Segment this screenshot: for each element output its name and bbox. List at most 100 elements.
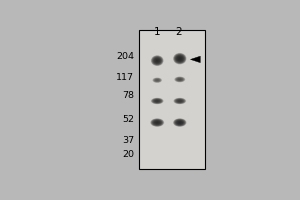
Text: 2: 2 xyxy=(175,27,181,37)
Text: 78: 78 xyxy=(122,91,134,100)
Ellipse shape xyxy=(154,78,161,82)
Ellipse shape xyxy=(152,78,162,83)
Ellipse shape xyxy=(152,98,163,104)
Ellipse shape xyxy=(177,121,182,124)
Ellipse shape xyxy=(153,78,161,83)
Ellipse shape xyxy=(176,99,184,103)
Ellipse shape xyxy=(154,79,160,82)
Ellipse shape xyxy=(154,58,161,64)
Ellipse shape xyxy=(152,119,163,126)
Ellipse shape xyxy=(177,56,183,61)
Ellipse shape xyxy=(154,99,160,103)
Ellipse shape xyxy=(173,98,186,104)
Ellipse shape xyxy=(174,77,185,82)
Ellipse shape xyxy=(175,98,185,104)
Ellipse shape xyxy=(174,119,185,126)
Ellipse shape xyxy=(151,119,164,127)
Ellipse shape xyxy=(154,120,161,125)
Ellipse shape xyxy=(175,77,184,82)
Ellipse shape xyxy=(176,78,183,81)
Ellipse shape xyxy=(176,78,183,81)
Ellipse shape xyxy=(175,119,185,126)
Ellipse shape xyxy=(153,57,162,64)
Ellipse shape xyxy=(151,98,164,104)
Ellipse shape xyxy=(152,98,163,104)
Ellipse shape xyxy=(173,53,186,64)
Ellipse shape xyxy=(154,58,160,63)
Ellipse shape xyxy=(176,120,183,125)
Ellipse shape xyxy=(176,77,184,81)
Ellipse shape xyxy=(177,99,183,103)
Ellipse shape xyxy=(153,120,162,125)
Ellipse shape xyxy=(174,119,185,126)
Ellipse shape xyxy=(175,77,184,82)
Ellipse shape xyxy=(152,56,163,66)
Ellipse shape xyxy=(173,53,187,64)
Ellipse shape xyxy=(174,98,186,104)
Ellipse shape xyxy=(152,120,162,126)
Ellipse shape xyxy=(152,119,163,126)
Ellipse shape xyxy=(153,120,161,125)
Ellipse shape xyxy=(177,56,182,61)
Ellipse shape xyxy=(176,99,183,103)
Ellipse shape xyxy=(174,54,185,64)
Ellipse shape xyxy=(154,99,161,103)
Ellipse shape xyxy=(155,58,160,63)
Ellipse shape xyxy=(154,100,160,102)
Text: 20: 20 xyxy=(122,150,134,159)
Ellipse shape xyxy=(173,119,186,127)
Ellipse shape xyxy=(152,98,162,104)
Ellipse shape xyxy=(152,56,163,65)
Ellipse shape xyxy=(175,99,184,103)
Ellipse shape xyxy=(174,98,185,104)
Ellipse shape xyxy=(174,53,186,64)
Ellipse shape xyxy=(153,99,161,103)
Ellipse shape xyxy=(174,54,185,63)
Ellipse shape xyxy=(154,121,160,124)
Text: 52: 52 xyxy=(122,115,134,124)
Ellipse shape xyxy=(152,57,162,65)
Ellipse shape xyxy=(175,77,185,82)
Ellipse shape xyxy=(153,99,162,103)
Ellipse shape xyxy=(175,99,184,103)
Ellipse shape xyxy=(152,99,162,103)
Ellipse shape xyxy=(153,57,161,64)
Ellipse shape xyxy=(174,98,185,104)
Ellipse shape xyxy=(153,78,161,82)
Ellipse shape xyxy=(154,121,161,124)
Ellipse shape xyxy=(154,58,160,63)
Ellipse shape xyxy=(153,57,161,64)
Ellipse shape xyxy=(177,121,183,124)
Ellipse shape xyxy=(152,56,162,65)
Ellipse shape xyxy=(176,55,184,62)
Ellipse shape xyxy=(176,120,184,125)
Ellipse shape xyxy=(176,55,184,62)
Ellipse shape xyxy=(176,77,184,82)
Ellipse shape xyxy=(151,98,163,104)
Ellipse shape xyxy=(176,99,184,103)
Ellipse shape xyxy=(151,119,163,126)
Text: 117: 117 xyxy=(116,73,134,82)
Ellipse shape xyxy=(177,78,183,81)
Text: 37: 37 xyxy=(122,136,134,145)
Ellipse shape xyxy=(173,118,187,127)
Text: 1: 1 xyxy=(154,27,160,37)
Polygon shape xyxy=(190,56,200,63)
Text: 204: 204 xyxy=(116,52,134,61)
Ellipse shape xyxy=(151,119,164,126)
Ellipse shape xyxy=(175,77,185,82)
Ellipse shape xyxy=(176,120,184,125)
Ellipse shape xyxy=(175,54,185,63)
Ellipse shape xyxy=(176,120,184,125)
Ellipse shape xyxy=(151,55,164,66)
Ellipse shape xyxy=(176,56,183,62)
Ellipse shape xyxy=(150,118,164,127)
Ellipse shape xyxy=(153,78,162,83)
Ellipse shape xyxy=(175,120,184,126)
Ellipse shape xyxy=(153,120,161,125)
Bar xyxy=(139,30,205,169)
Ellipse shape xyxy=(174,119,186,126)
Ellipse shape xyxy=(153,78,162,83)
Ellipse shape xyxy=(176,55,184,62)
Ellipse shape xyxy=(154,78,161,82)
